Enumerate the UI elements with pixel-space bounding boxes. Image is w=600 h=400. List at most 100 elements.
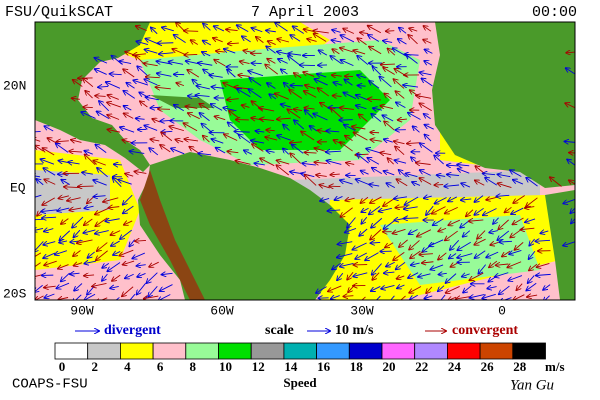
wind-arrow (486, 251, 499, 257)
wind-arrow (416, 95, 432, 98)
wind-arrow (340, 180, 353, 185)
wind-arrow (287, 109, 301, 119)
wind-arrow (446, 273, 457, 283)
wind-arrow (150, 139, 160, 141)
wind-arrow (61, 218, 69, 224)
wind-arrow (396, 262, 406, 269)
wind-arrow (379, 77, 392, 88)
wind-arrow (384, 220, 395, 229)
wind-arrow (248, 71, 264, 77)
wind-arrow (58, 298, 69, 300)
wind-arrow (56, 282, 70, 288)
wind-arrow (265, 65, 278, 75)
wind-arrow (340, 48, 354, 53)
wind-arrow (371, 217, 383, 227)
wind-arrow (226, 29, 238, 30)
wind-arrow (251, 28, 263, 33)
wind-arrow (372, 263, 382, 275)
wind-arrow (434, 155, 444, 165)
wind-arrow (409, 229, 418, 235)
wind-arrow (497, 230, 510, 240)
colorbar-swatch (218, 342, 252, 360)
wind-arrow (384, 94, 392, 100)
wind-arrow (419, 254, 433, 255)
wind-arrow (199, 104, 210, 111)
wind-arrow (281, 69, 288, 75)
wind-arrow (87, 251, 95, 258)
wind-arrow (123, 194, 133, 205)
wind-arrow (137, 66, 148, 76)
wind-arrow (268, 41, 276, 44)
wind-arrow (195, 95, 210, 96)
wind-arrow (260, 158, 275, 167)
wind-arrow (372, 272, 380, 280)
wind-arrow (203, 136, 210, 143)
wind-arrow (444, 185, 460, 186)
wind-arrow (134, 171, 147, 173)
wind-arrow (252, 144, 264, 152)
lat-label: EQ (10, 180, 26, 195)
wind-arrow (266, 130, 275, 131)
wind-arrow (93, 196, 106, 197)
wind-arrow (184, 31, 199, 32)
wind-arrow (526, 178, 538, 187)
wind-arrow (112, 274, 121, 281)
wind-arrow (499, 285, 510, 294)
wind-arrow (339, 120, 353, 121)
wind-arrow (332, 49, 340, 55)
wind-arrow (47, 138, 57, 144)
wind-arrow (513, 294, 525, 300)
wind-arrow (102, 262, 110, 268)
wind-arrow (425, 135, 432, 142)
wind-arrow (461, 183, 471, 187)
wind-arrow (259, 108, 275, 111)
wind-arrow (102, 273, 108, 281)
wind-arrow (385, 242, 394, 248)
wind-arrow (371, 114, 382, 122)
wind-arrow (316, 286, 327, 293)
wind-arrow (267, 151, 275, 153)
wind-arrow (84, 275, 95, 276)
wind-arrow (352, 127, 366, 129)
wind-arrow (359, 228, 368, 236)
wind-arrow (379, 208, 392, 211)
wind-arrow (69, 208, 82, 210)
wind-arrow (416, 163, 431, 165)
wind-arrow (293, 26, 304, 34)
wind-arrow (99, 101, 110, 112)
wind-arrow (136, 41, 148, 44)
wind-arrow (305, 85, 316, 88)
wind-arrow (413, 126, 420, 133)
wind-arrow (146, 97, 159, 100)
colorbar-swatch (120, 342, 154, 360)
wind-arrow (397, 276, 405, 279)
wind-arrow (345, 136, 353, 141)
wind-arrow (256, 131, 265, 132)
wind-arrow (478, 264, 487, 274)
wind-arrow (509, 249, 522, 254)
wind-arrow (450, 240, 460, 250)
wind-arrow (386, 31, 395, 32)
wind-arrow (288, 53, 302, 55)
wind-arrow (390, 295, 395, 300)
wind-arrow (353, 272, 368, 277)
wind-arrow (319, 50, 328, 56)
wind-arrow (408, 272, 419, 278)
wind-arrow (409, 28, 418, 31)
wind-arrow (292, 144, 304, 154)
legend-scale-value: 10 m/s (335, 323, 374, 338)
wind-arrow (388, 158, 394, 165)
colorbar-swatch (512, 342, 546, 360)
wind-arrow (429, 239, 444, 246)
wind-arrow (161, 132, 173, 142)
wind-arrow (305, 175, 317, 186)
wind-arrow (334, 196, 343, 200)
wind-arrow (236, 161, 251, 165)
wind-arrow (81, 112, 96, 119)
wind-arrow (354, 132, 368, 141)
wind-arrow (158, 43, 174, 44)
wind-arrow (381, 285, 395, 288)
wind-arrow (290, 153, 302, 164)
wind-arrow (420, 143, 433, 153)
wind-arrow (303, 72, 315, 77)
